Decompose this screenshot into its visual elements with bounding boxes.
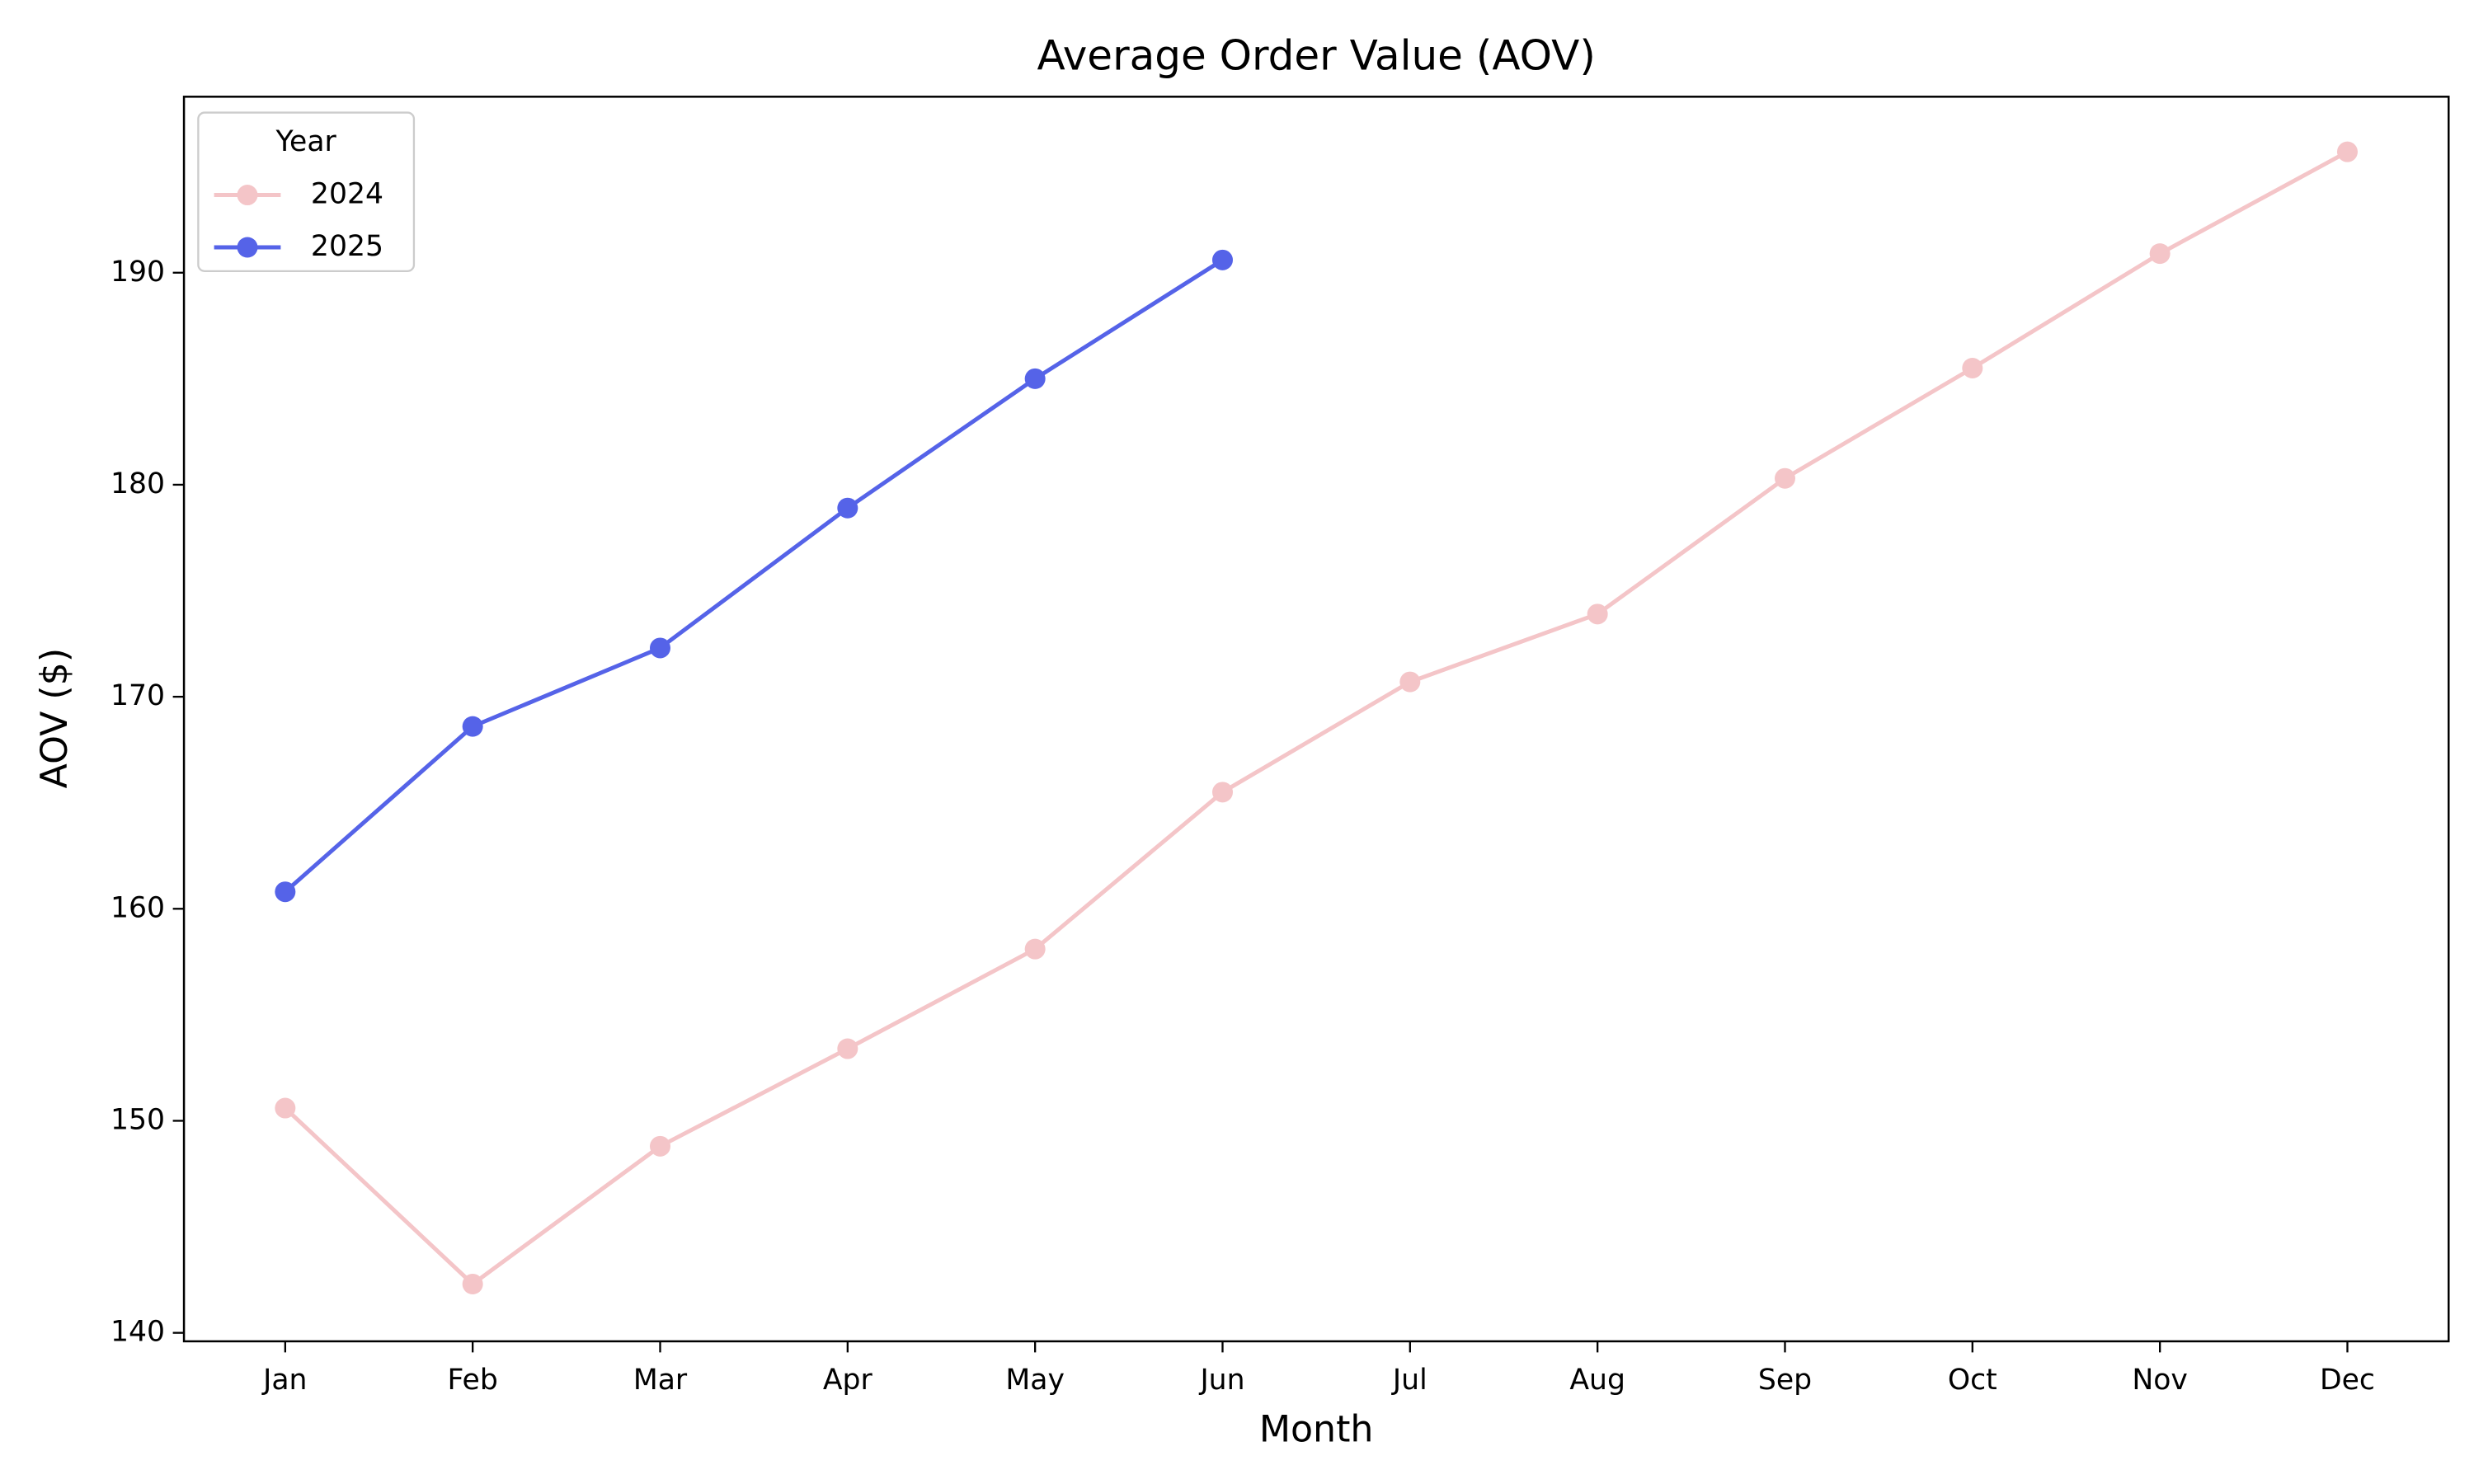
y-tick-label: 150 <box>111 1103 165 1136</box>
point <box>2336 141 2358 162</box>
y-tick-label: 190 <box>111 256 165 289</box>
legend-label: 2025 <box>311 230 383 263</box>
legend-label: 2024 <box>311 178 383 211</box>
x-tick-label: Aug <box>1569 1364 1625 1397</box>
x-tick-label: Jul <box>1391 1364 1427 1397</box>
point <box>649 637 670 659</box>
x-tick-label: Jun <box>1198 1364 1244 1397</box>
y-tick-label: 170 <box>111 679 165 712</box>
point <box>2149 243 2171 265</box>
y-axis-title: AOV ($) <box>34 648 76 788</box>
point <box>1399 671 1421 693</box>
point <box>1587 603 1608 625</box>
point <box>837 497 858 519</box>
x-tick-label: Nov <box>2132 1364 2188 1397</box>
series-line <box>284 149 2349 1287</box>
x-tick-label: May <box>1005 1364 1065 1397</box>
point <box>1962 357 1983 378</box>
point <box>462 1273 483 1294</box>
point <box>1211 782 1233 803</box>
x-axis-title: Month <box>1259 1409 1374 1451</box>
y-tick-label: 180 <box>111 467 165 500</box>
x-tick-label: Jan <box>261 1364 307 1397</box>
x-tick-label: Dec <box>2320 1364 2375 1397</box>
point <box>1211 249 1233 270</box>
y-tick-label: 160 <box>111 891 165 924</box>
x-tick-label: Feb <box>448 1364 498 1397</box>
x-tick-label: Oct <box>1948 1364 1997 1397</box>
legend-marker <box>237 237 258 258</box>
legend-title: Year <box>275 125 337 158</box>
point <box>1024 368 1046 389</box>
x-tick-label: Mar <box>633 1364 688 1397</box>
point <box>1024 938 1046 960</box>
point <box>1774 467 1795 489</box>
plot-frame <box>182 96 2450 1343</box>
legend-box <box>197 111 416 272</box>
point <box>837 1038 858 1059</box>
point <box>462 716 483 737</box>
legend-marker <box>237 185 258 206</box>
point <box>275 1097 296 1119</box>
series-line <box>284 258 1224 894</box>
y-tick-label: 140 <box>111 1316 165 1349</box>
point <box>275 881 296 903</box>
point <box>649 1135 670 1157</box>
x-tick-label: Sep <box>1758 1364 1812 1397</box>
chart-title: Average Order Value (AOV) <box>1037 32 1595 80</box>
x-tick-label: Apr <box>823 1364 873 1397</box>
